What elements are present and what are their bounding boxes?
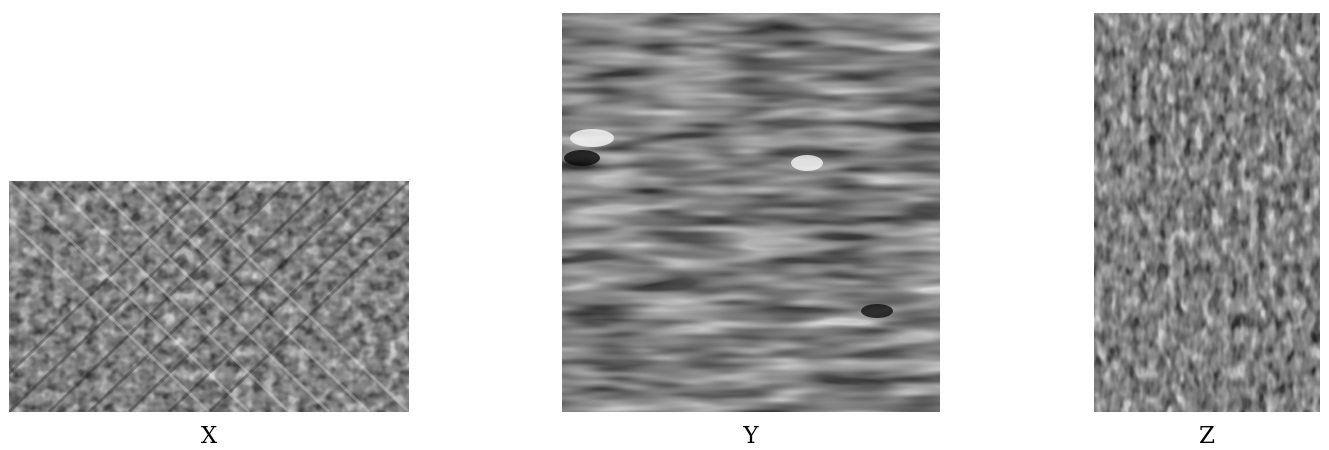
panel-label-z: Z (1199, 423, 1215, 449)
texture-image-z (1094, 13, 1320, 412)
panel-label-y: Y (743, 423, 759, 449)
panel-label-x: X (200, 423, 218, 449)
texture-image-y (562, 13, 940, 412)
texture-image-x (9, 181, 409, 412)
